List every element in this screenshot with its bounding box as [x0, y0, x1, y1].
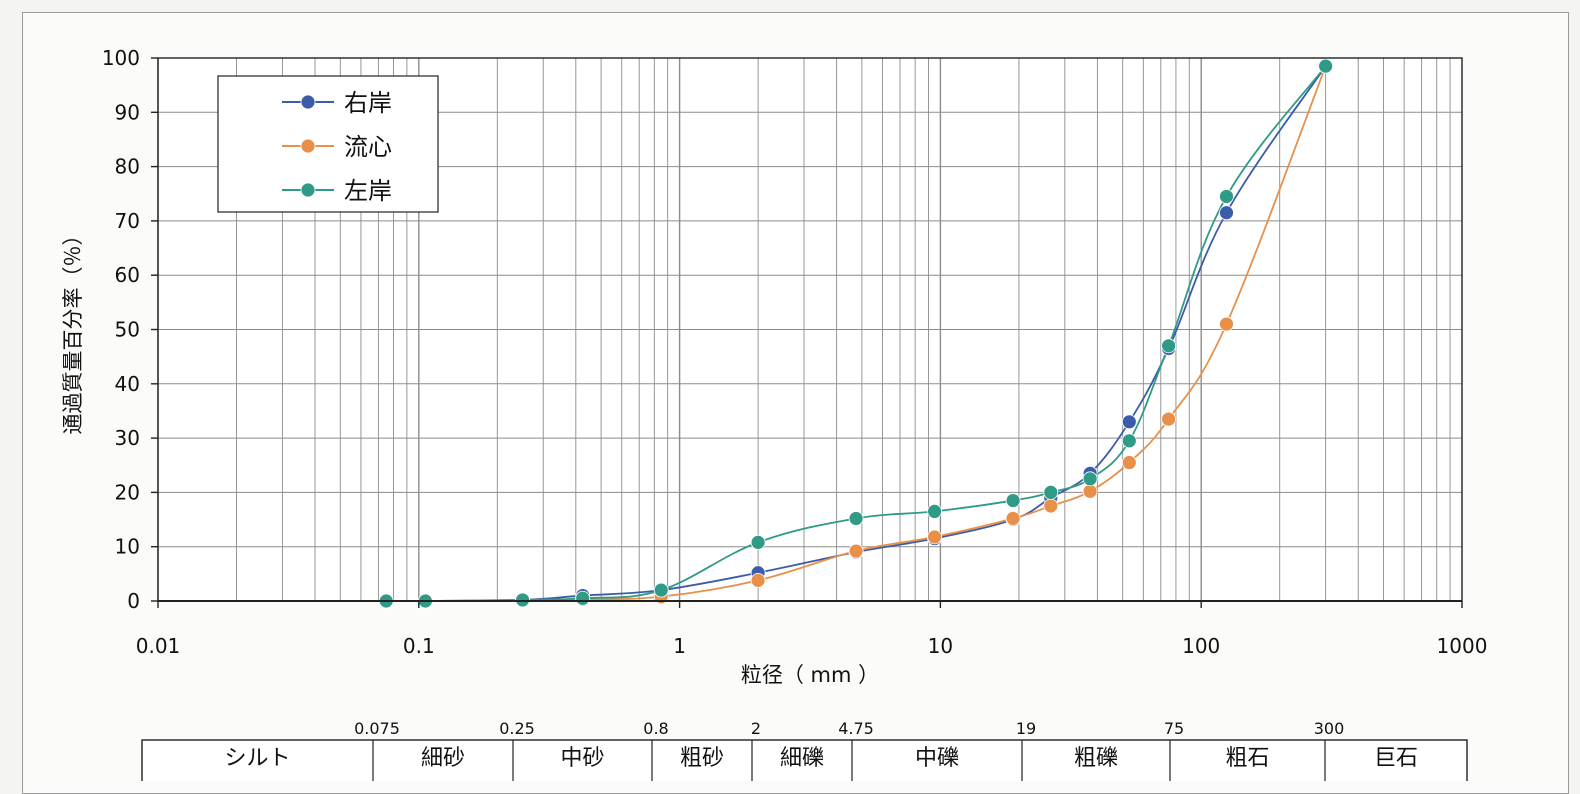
- y-tick-label: 90: [115, 100, 140, 124]
- y-tick-label: 60: [115, 263, 140, 287]
- data-point-series-3: [1121, 433, 1137, 449]
- classification-cell-label: 中礫: [915, 746, 959, 771]
- x-tick-label: 100: [1182, 634, 1220, 658]
- data-point-series-3: [1005, 493, 1021, 508]
- classification-boundary-label: 0.8: [643, 719, 668, 738]
- x-tick-label: 1000: [1437, 634, 1488, 658]
- classification-boundary-label: 19: [1016, 719, 1036, 738]
- axes-layer: 0.01 0.1 1 10 100 1000 0 10 20 30 40 50 60 70 80 90 100 粒…: [61, 46, 1487, 687]
- data-point-series-2: [1082, 483, 1098, 499]
- legend-swatch-marker: [300, 138, 316, 154]
- x-tick-label: 1: [673, 634, 686, 658]
- y-tick-label: 100: [102, 46, 140, 70]
- x-tick-label: 0.1: [403, 634, 435, 658]
- data-point-series-1: [1121, 414, 1137, 430]
- y-tick-label: 0: [127, 589, 140, 613]
- data-point-series-3: [750, 534, 766, 550]
- legend-label: 左岸: [344, 177, 392, 205]
- data-point-series-2: [1005, 511, 1021, 526]
- y-tick-label: 40: [115, 372, 140, 396]
- y-tick-label: 20: [115, 480, 140, 504]
- data-point-series-2: [927, 529, 942, 545]
- y-tick-label: 50: [115, 318, 140, 342]
- legend-label: 右岸: [344, 89, 392, 117]
- data-point-series-3: [1161, 338, 1177, 354]
- classification-cell-label: 粗砂: [680, 746, 724, 771]
- x-axis-label: 粒径（ mm ）: [741, 663, 879, 687]
- y-axis-label: 通過質量百分率（％）: [61, 225, 85, 435]
- classification-cell-label: 細砂: [421, 746, 465, 771]
- classification-boundary-label: 75: [1164, 719, 1184, 738]
- classification-cell-label: シルト: [224, 746, 290, 771]
- classification-cell-label: 巨石: [1374, 746, 1418, 771]
- y-tick-label: 70: [115, 209, 140, 233]
- classification-cell-label: 粗礫: [1074, 746, 1118, 771]
- classification-boundary-label: 2: [751, 719, 761, 738]
- x-tick-label: 10: [928, 634, 953, 658]
- classification-table: シルト 細砂 中砂 粗砂 細礫 中礫 粗礫 粗石 巨石 0.075 0.25 0.8 2 4.75 19 75…: [141, 719, 1468, 781]
- classification-boundary-label: 300: [1314, 719, 1345, 738]
- classification-boundary-label: 0.25: [499, 719, 535, 738]
- legend-swatch-marker: [300, 182, 316, 198]
- classification-table-frame: [141, 739, 1468, 781]
- data-point-series-2: [848, 543, 864, 559]
- data-point-series-2: [1161, 411, 1177, 427]
- data-point-series-2: [1121, 455, 1137, 470]
- data-point-series-3: [1219, 189, 1234, 204]
- classification-cell-label: 粗石: [1225, 746, 1269, 771]
- classification-cell-label: 細礫: [780, 746, 824, 771]
- classification-boundary-label: 4.75: [838, 719, 874, 738]
- series-line-1: [386, 65, 1327, 602]
- data-point-series-1: [1219, 205, 1234, 221]
- series-line-3: [386, 65, 1327, 602]
- x-tick-label: 0.01: [136, 634, 181, 658]
- classification-cell-label: 中砂: [560, 746, 604, 771]
- data-point-series-3: [1082, 471, 1098, 487]
- y-tick-label: 30: [115, 426, 140, 450]
- legend-label: 流心: [344, 133, 392, 161]
- legend-box: [217, 75, 439, 213]
- data-point-series-2: [1043, 498, 1059, 514]
- data-point-series-2: [1219, 316, 1234, 332]
- series-layer: [378, 58, 1334, 609]
- data-point-series-3: [575, 590, 591, 606]
- classification-boundary-label: 0.075: [354, 719, 400, 738]
- data-point-series-3: [515, 592, 530, 608]
- data-point-series-3: [1318, 58, 1334, 74]
- y-tick-label: 80: [115, 155, 140, 179]
- data-point-series-3: [1043, 484, 1059, 500]
- legend-swatch-marker: [300, 94, 316, 110]
- data-point-series-3: [927, 504, 942, 519]
- data-point-series-2: [750, 572, 766, 588]
- y-tick-label: 10: [115, 535, 140, 559]
- data-point-series-3: [653, 582, 669, 598]
- data-point-series-3: [848, 511, 864, 526]
